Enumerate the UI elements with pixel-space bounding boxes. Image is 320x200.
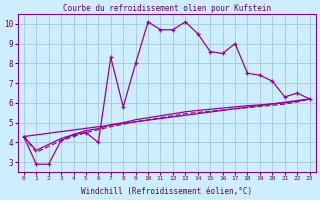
Title: Courbe du refroidissement olien pour Kufstein: Courbe du refroidissement olien pour Kuf… <box>63 4 271 13</box>
X-axis label: Windchill (Refroidissement éolien,°C): Windchill (Refroidissement éolien,°C) <box>81 187 252 196</box>
